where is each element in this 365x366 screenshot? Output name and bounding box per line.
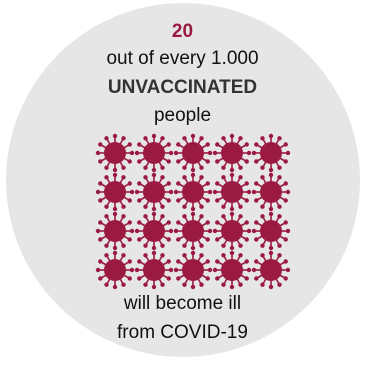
virus-icon <box>212 250 252 290</box>
virus-icon <box>173 172 213 212</box>
virus-icon <box>134 133 174 173</box>
virus-icon <box>134 250 174 290</box>
virus-icon <box>212 133 252 173</box>
virus-icon <box>251 250 291 290</box>
virus-icon <box>95 133 135 173</box>
virus-icon-grid <box>95 133 291 291</box>
ratio-text: out of every 1.000 <box>106 48 259 69</box>
virus-icon <box>251 211 291 251</box>
group-label: UNVACCINATED <box>107 77 258 98</box>
virus-icon <box>251 133 291 173</box>
virus-icon <box>95 250 135 290</box>
virus-icon <box>212 211 252 251</box>
virus-icon <box>251 172 291 212</box>
people-text: people <box>153 105 212 126</box>
virus-icon <box>95 211 135 251</box>
virus-icon <box>134 211 174 251</box>
background-circle <box>6 3 360 357</box>
outcome-text-line1: will become ill <box>123 293 242 314</box>
virus-icon <box>173 133 213 173</box>
outcome-text-line2: from COVID-19 <box>117 322 248 343</box>
virus-icon <box>134 172 174 212</box>
count-value: 20 <box>171 21 194 42</box>
virus-icon <box>173 211 213 251</box>
virus-icon <box>95 172 135 212</box>
virus-icon <box>212 172 252 212</box>
virus-icon <box>173 250 213 290</box>
